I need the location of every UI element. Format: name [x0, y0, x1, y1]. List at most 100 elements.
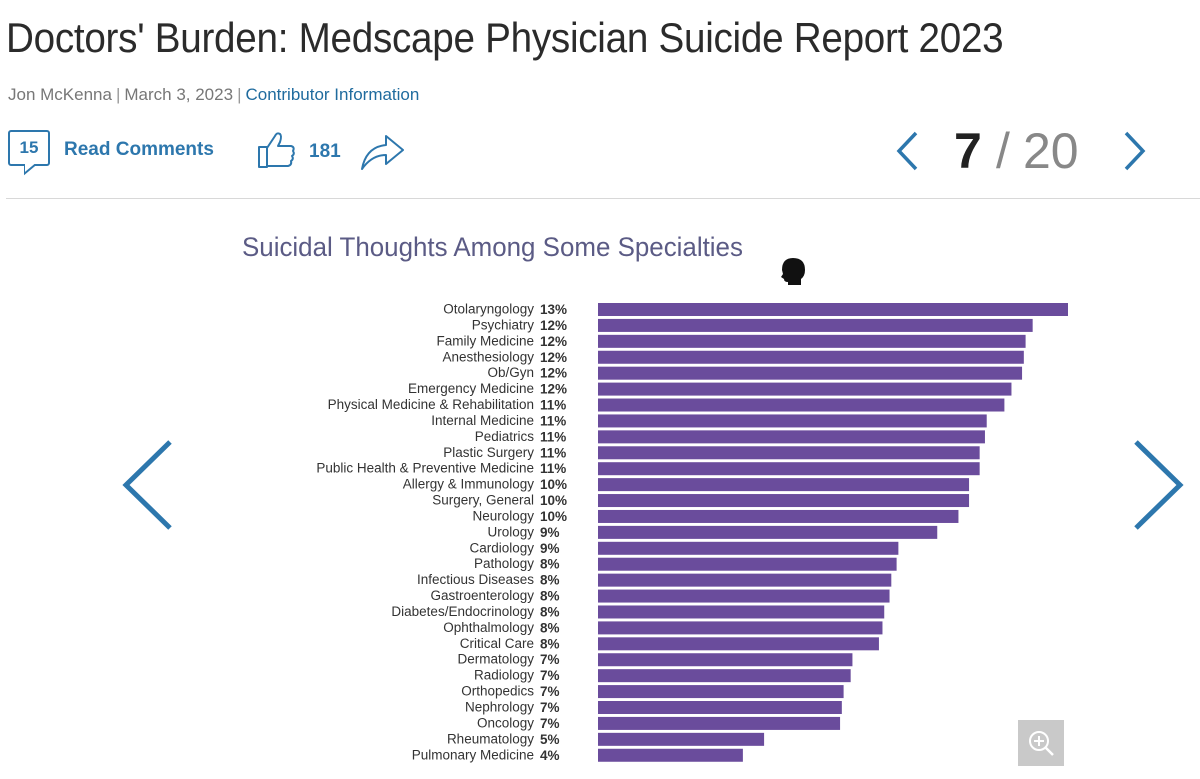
bar	[598, 716, 841, 730]
category-label: Ophthalmology	[443, 620, 534, 635]
article-title: Doctors' Burden: Medscape Physician Suic…	[6, 14, 1004, 61]
bar	[598, 525, 938, 539]
value-label: 11%	[540, 461, 566, 476]
bar	[598, 303, 1068, 316]
value-label: 7%	[540, 700, 560, 715]
bar	[598, 509, 959, 523]
category-label: Neurology	[472, 508, 534, 523]
toolbar-divider	[6, 198, 1200, 199]
bar	[598, 430, 985, 444]
category-label: Family Medicine	[436, 333, 534, 348]
value-label: 11%	[540, 429, 566, 444]
value-label: 12%	[540, 334, 567, 349]
byline: Jon McKenna | March 3, 2023 | Contributor In…	[8, 85, 419, 105]
category-label: Internal Medicine	[431, 413, 534, 428]
category-label: Pulmonary Medicine	[412, 747, 534, 762]
bar	[598, 685, 844, 699]
value-label: 8%	[540, 557, 560, 572]
value-label: 11%	[540, 413, 566, 428]
value-label: 8%	[540, 589, 560, 604]
category-label: Plastic Surgery	[443, 445, 534, 460]
bar	[598, 573, 892, 587]
slide-prev-chevron-icon[interactable]	[118, 438, 176, 532]
contributor-information-link[interactable]: Contributor Information	[245, 85, 420, 104]
byline-separator: |	[115, 85, 121, 104]
value-label: 7%	[540, 716, 560, 731]
pager-slash: /	[996, 123, 1010, 179]
category-label: Emergency Medicine	[408, 381, 534, 396]
category-label: Oncology	[477, 715, 534, 730]
pager-next-chevron-icon[interactable]	[1122, 130, 1148, 172]
pager-prev-chevron-icon[interactable]	[894, 130, 920, 172]
bar	[598, 462, 980, 476]
byline-separator-2: |	[237, 85, 242, 104]
bar	[598, 541, 899, 555]
bar	[598, 701, 842, 714]
value-label: 9%	[540, 541, 560, 556]
value-label: 8%	[540, 636, 560, 651]
category-label: Infectious Diseases	[417, 572, 534, 587]
bar	[598, 382, 1012, 396]
category-label: Public Health & Preventive Medicine	[316, 461, 534, 476]
bar	[598, 494, 970, 508]
category-label: Surgery, General	[432, 493, 534, 508]
bar	[598, 478, 970, 492]
zoom-in-icon	[1029, 731, 1054, 756]
read-comments-link[interactable]: Read Comments	[64, 139, 214, 160]
thumbs-up-icon[interactable]	[256, 130, 298, 170]
value-label: 7%	[540, 652, 560, 667]
like-count: 181	[309, 141, 341, 162]
comment-count: 15	[19, 138, 39, 157]
category-label: Otolaryngology	[443, 302, 534, 317]
slide-pager: 7 / 20	[890, 120, 1160, 180]
value-label: 5%	[540, 732, 560, 747]
author-name: Jon McKenna	[8, 85, 112, 104]
bar	[598, 446, 980, 460]
category-label: Urology	[487, 524, 534, 539]
value-label: 12%	[540, 382, 567, 397]
bar	[598, 318, 1033, 332]
bar	[598, 732, 765, 746]
category-label: Physical Medicine & Rehabilitation	[328, 397, 534, 412]
category-label: Critical Care	[460, 636, 534, 651]
value-label: 7%	[540, 668, 560, 683]
share-arrow-icon[interactable]	[360, 132, 406, 172]
bar	[598, 748, 743, 762]
specialty-bar-chart: Otolaryngology 13% Psychiatry 12% Family Med…	[316, 302, 1068, 763]
comment-count-badge[interactable]: 15	[8, 130, 50, 166]
current-slide-number: 7	[954, 123, 982, 179]
zoom-button[interactable]	[1018, 720, 1064, 766]
bar	[598, 589, 890, 603]
publish-date: March 3, 2023	[124, 85, 234, 104]
category-label: Nephrology	[465, 700, 534, 715]
slide-image: Suicidal Thoughts Among Some Specialties…	[230, 222, 1090, 779]
slide-next-chevron-icon[interactable]	[1130, 438, 1188, 532]
category-label: Ob/Gyn	[487, 365, 534, 380]
article-toolbar: 15 Read Comments 181 7 / 20	[0, 120, 1200, 190]
category-label: Pathology	[474, 556, 534, 571]
value-label: 11%	[540, 398, 566, 413]
value-label: 10%	[540, 509, 567, 524]
human-head-icon	[781, 258, 805, 285]
value-label: 12%	[540, 366, 567, 381]
category-label: Anesthesiology	[442, 349, 534, 364]
value-label: 12%	[540, 318, 567, 333]
bar	[598, 669, 851, 683]
bar	[598, 605, 885, 619]
category-label: Pediatrics	[475, 429, 535, 444]
value-label: 7%	[540, 684, 560, 699]
chart-title: Suicidal Thoughts Among Some Specialties	[242, 232, 743, 262]
value-label: 10%	[540, 493, 567, 508]
bar	[598, 366, 1023, 380]
value-label: 11%	[540, 445, 566, 460]
value-label: 9%	[540, 525, 560, 540]
bar	[598, 334, 1026, 348]
category-label: Radiology	[474, 668, 534, 683]
bar	[598, 398, 1005, 412]
comment-bubble-icon	[24, 164, 37, 176]
category-label: Cardiology	[469, 540, 534, 555]
value-label: 8%	[540, 573, 560, 588]
value-label: 10%	[540, 477, 567, 492]
bar	[598, 350, 1024, 364]
value-label: 4%	[540, 748, 560, 763]
